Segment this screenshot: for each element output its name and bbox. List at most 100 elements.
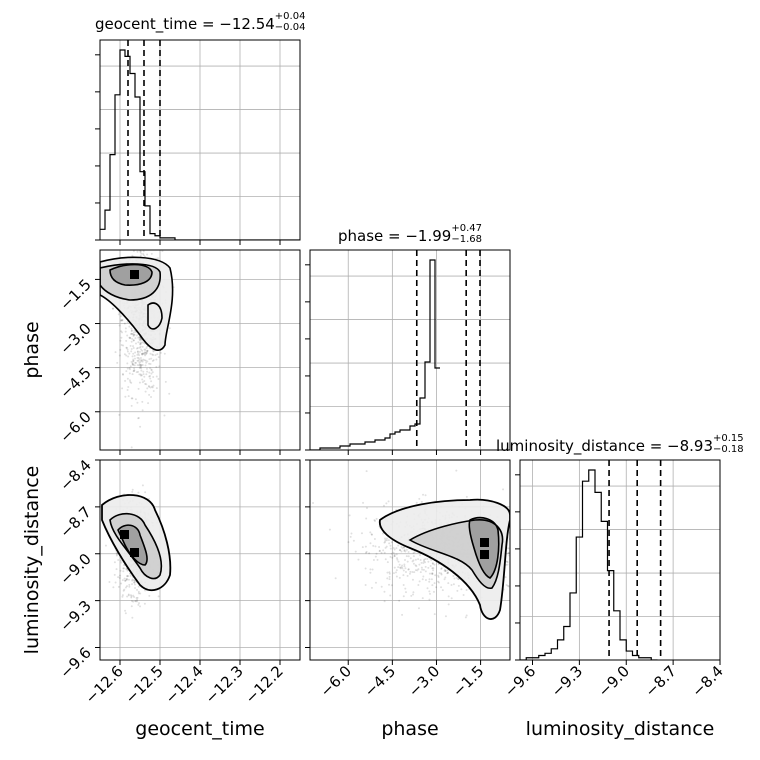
sample-point <box>130 329 133 332</box>
sample-point <box>149 386 152 389</box>
sample-point <box>143 602 146 605</box>
sample-point <box>136 359 139 362</box>
sample-point <box>137 341 140 344</box>
sample-point <box>132 339 135 342</box>
sample-point <box>119 559 122 562</box>
sample-point <box>141 409 144 412</box>
sample-point <box>390 541 393 544</box>
sample-point <box>148 385 151 388</box>
sample-point <box>424 579 427 582</box>
sample-point <box>159 351 162 354</box>
sample-point <box>139 425 142 428</box>
sample-point <box>134 398 137 401</box>
sample-point <box>407 568 410 571</box>
sample-point <box>123 588 126 591</box>
sample-point <box>364 551 367 554</box>
sample-point <box>401 613 404 616</box>
sample-point <box>137 590 140 593</box>
sample-point <box>383 590 386 593</box>
x-tick-label: −12.4 <box>162 662 207 707</box>
sample-point <box>124 327 127 330</box>
sample-point <box>506 561 509 564</box>
density-contour <box>468 516 500 579</box>
sample-point <box>417 607 420 610</box>
sample-point <box>130 446 133 449</box>
sample-point <box>139 337 142 340</box>
sample-point <box>365 517 368 520</box>
sample-point <box>412 559 415 562</box>
sample-point <box>141 364 144 367</box>
sample-point <box>115 568 118 571</box>
sample-point <box>512 559 514 561</box>
sample-point <box>334 577 337 580</box>
sample-point <box>397 544 400 547</box>
sample-point <box>406 560 409 563</box>
sample-point <box>422 568 425 571</box>
sample-point <box>412 552 415 555</box>
sample-point <box>152 359 155 362</box>
sample-point <box>124 609 127 612</box>
sample-point <box>456 589 459 592</box>
sample-point <box>139 605 142 608</box>
sample-point <box>362 501 365 504</box>
sample-point <box>453 577 456 580</box>
sample-point <box>373 519 376 522</box>
sample-point <box>405 555 408 558</box>
summary-errors: +0.04 −0.04 <box>275 11 306 33</box>
sample-point <box>136 347 139 350</box>
sample-point <box>130 404 133 407</box>
sample-point <box>141 341 144 344</box>
sample-point <box>402 583 405 586</box>
x-axis-label: geocent_time <box>135 718 264 740</box>
sample-point <box>414 558 417 561</box>
histogram-phase <box>310 259 440 450</box>
sample-point <box>384 537 387 540</box>
sample-point <box>372 544 375 547</box>
x-tick-label: −8.7 <box>641 662 679 700</box>
sample-point <box>114 351 117 354</box>
sample-point <box>513 541 515 543</box>
summary-errors: +0.47 −1.68 <box>451 223 482 245</box>
sample-point <box>154 354 157 357</box>
sample-point <box>140 252 143 255</box>
sample-point <box>398 563 401 566</box>
sample-point <box>122 344 125 347</box>
sample-point <box>129 594 132 597</box>
sample-point <box>124 586 127 589</box>
sample-point <box>124 330 127 333</box>
sample-point <box>124 579 127 582</box>
sample-point <box>155 387 158 390</box>
y-tick-label: −8.4 <box>56 456 94 494</box>
sample-point <box>146 387 149 390</box>
sample-point <box>382 504 385 507</box>
sample-point <box>437 563 440 566</box>
sample-point <box>385 545 388 548</box>
summary-minus: −0.18 <box>713 443 744 455</box>
sample-point <box>390 552 393 555</box>
sample-point <box>534 574 536 576</box>
sample-point <box>142 370 145 373</box>
x-tick-label: −9.6 <box>501 662 539 700</box>
sample-point <box>127 385 130 388</box>
sample-point <box>131 490 134 493</box>
sample-point <box>134 342 137 345</box>
sample-point <box>133 357 136 360</box>
sample-point <box>403 563 406 566</box>
sample-point <box>388 542 391 545</box>
sample-point <box>397 560 400 563</box>
sample-point <box>121 331 124 334</box>
sample-point <box>506 547 509 550</box>
sample-point <box>507 552 510 555</box>
sample-point <box>140 359 143 362</box>
panel-content <box>100 40 300 240</box>
sample-point <box>149 377 152 380</box>
sample-point <box>131 363 134 366</box>
sample-point <box>145 383 148 386</box>
sample-point <box>350 532 353 535</box>
sample-point <box>144 382 147 385</box>
sample-point <box>133 579 136 582</box>
sample-point <box>130 397 133 400</box>
sample-point <box>122 589 125 592</box>
sample-point <box>129 336 132 339</box>
